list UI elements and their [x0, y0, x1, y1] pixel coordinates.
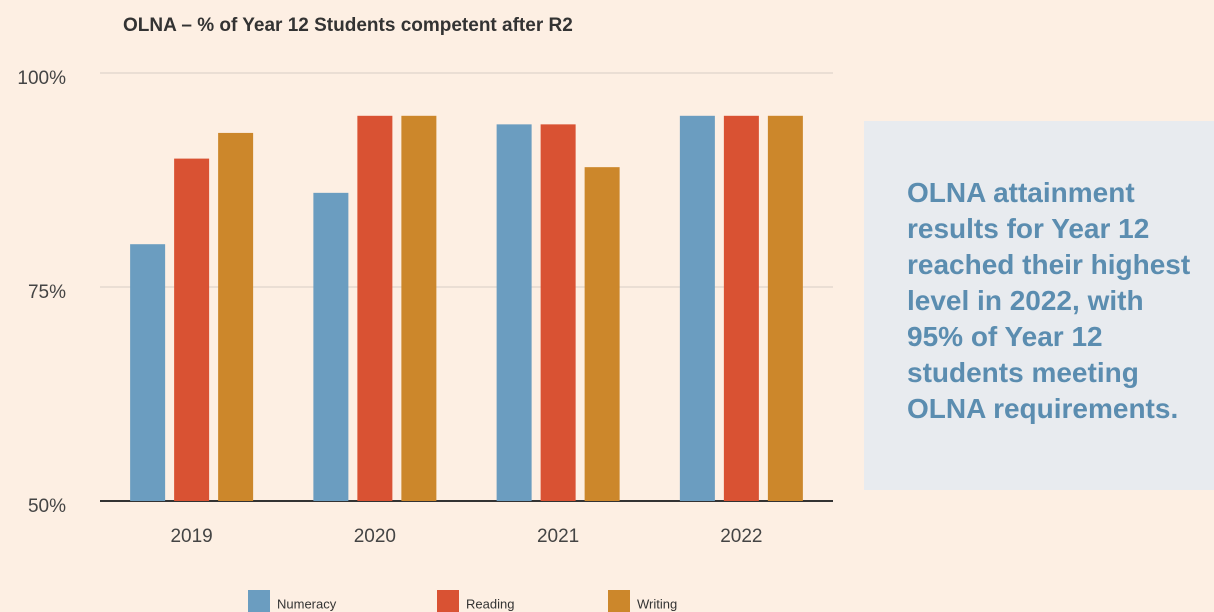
- x-tick-label: 2021: [537, 526, 579, 547]
- legend-label: Numeracy: [277, 596, 337, 611]
- chart: OLNA – % of Year 12 Students competent a…: [17, 15, 833, 612]
- bar: [584, 167, 620, 501]
- bar: [679, 115, 715, 502]
- bar: [723, 115, 759, 502]
- legend-label: Reading: [466, 596, 514, 611]
- x-tick-label: 2022: [720, 526, 762, 547]
- bar: [313, 192, 349, 501]
- bar: [130, 244, 166, 501]
- legend-swatch: [437, 590, 459, 612]
- bar: [496, 124, 532, 502]
- legend-swatch: [248, 590, 270, 612]
- callout: OLNA attainment results for Year 12 reac…: [864, 121, 1214, 490]
- x-tick-label: 2019: [170, 526, 212, 547]
- bar: [540, 124, 576, 502]
- bar: [218, 132, 254, 502]
- x-tick-label: 2020: [354, 526, 396, 547]
- bar: [401, 115, 437, 502]
- legend-label: Writing: [637, 596, 677, 611]
- y-tick-label: 50%: [28, 496, 66, 517]
- legend-swatch: [608, 590, 630, 612]
- y-tick-label: 75%: [28, 282, 66, 303]
- chart-title: OLNA – % of Year 12 Students competent a…: [123, 15, 573, 36]
- y-tick-label: 100%: [17, 68, 66, 89]
- bar: [174, 158, 210, 501]
- bar: [767, 115, 803, 502]
- bar: [357, 115, 393, 502]
